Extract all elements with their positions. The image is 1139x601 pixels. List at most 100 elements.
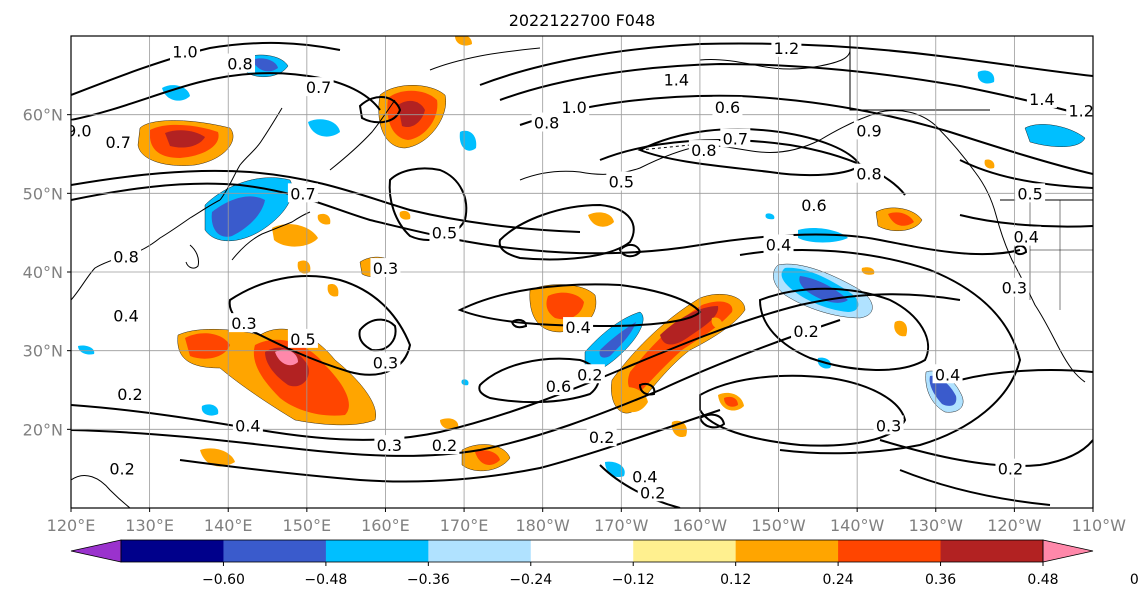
positive-anomaly-region [200, 448, 235, 467]
contour-label-background [637, 482, 668, 502]
contour-label-background [169, 41, 200, 61]
colorbar-extend-low [70, 539, 122, 563]
negative-anomaly-region [308, 119, 340, 137]
negative-anomaly-region [78, 345, 95, 355]
contour-line [498, 203, 635, 261]
contour-label: 0.2 [109, 460, 134, 479]
contour-label-background [606, 171, 637, 191]
contour-label: 0.8 [113, 247, 138, 266]
contour-label-background [287, 328, 318, 348]
contour-label-background [853, 163, 884, 183]
contour-label-background [688, 140, 719, 160]
contour-label-background [932, 364, 963, 384]
contour-label: 0.4 [766, 235, 791, 254]
contour-label-background [798, 195, 829, 215]
map-area: 1.00.80.70.79.00.70.50.30.80.4 0.30.50.30… [66, 35, 1094, 509]
contour-label: 1.0 [172, 43, 197, 62]
contour-label: 0.3 [377, 436, 402, 455]
contour-label-background [574, 364, 605, 384]
negative-anomaly-region [977, 70, 995, 84]
contour-label-background [71, 120, 94, 140]
contour-label-background [1066, 100, 1093, 120]
contour-label-background [228, 313, 259, 333]
contour-label-background [771, 37, 802, 57]
latitude-tick-label: 50°N [23, 184, 63, 203]
contour-label: 0.2 [589, 428, 614, 447]
colorbar-segment [121, 540, 224, 562]
colorbar: −0.60 −0.48 −0.36 −0.24 −0.12 0.12 0.24 0.36 0.4… [70, 539, 1139, 588]
contour-label: 0.3 [373, 353, 398, 372]
contour-label: 0.2 [432, 436, 457, 455]
contour-label: 0.4 [935, 365, 960, 384]
contour-label-background [629, 466, 660, 486]
contour-line [71, 182, 1021, 256]
colorbar-segment [428, 540, 532, 562]
positive-anomaly-region [711, 317, 723, 329]
contour-label: 0.2 [998, 460, 1023, 479]
positive-anomaly-region [327, 284, 339, 297]
contour-label: 9.0 [66, 121, 91, 140]
contour-label-background [114, 383, 145, 403]
contour-label: 0.5 [609, 173, 634, 192]
colorbar-tick-label: 0.36 [925, 572, 956, 588]
siberia-coastline [429, 47, 541, 71]
contour-label: 0.5 [1017, 184, 1042, 203]
longitude-tick-label: 160°W [673, 516, 728, 535]
contour-line [71, 169, 581, 233]
contour-label-background [225, 53, 256, 73]
latitude-tick-label: 30°N [23, 342, 63, 361]
contour-label-background [712, 96, 743, 116]
negative-anomaly-region [162, 85, 190, 101]
asia-coastline [219, 107, 283, 201]
gridlines [71, 36, 1093, 508]
contour-label: 0.4 [1013, 228, 1038, 247]
contour-line [478, 357, 600, 404]
contour-label-background [563, 317, 594, 337]
asia-coastline [71, 199, 221, 301]
latitude-tick-labels: 20°N 30°N 40°N 50°N 60°N [23, 106, 71, 439]
positive-anomaly-core [185, 333, 230, 359]
contour-label: 0.5 [432, 224, 457, 243]
contour-line [758, 287, 930, 371]
contour-label-background [999, 277, 1030, 297]
contour-label: 0.7 [290, 184, 315, 203]
negative-anomaly-core [599, 322, 636, 358]
colorbar-segment [838, 540, 942, 562]
colorbar-tick-label: −0.60 [202, 572, 245, 588]
contour-label: 0.3 [876, 416, 901, 435]
colorbar-segment [530, 540, 634, 562]
contour-label: 1.4 [664, 70, 689, 89]
longitude-tick-label: 120°W [987, 516, 1042, 535]
colorbar-segment [325, 540, 429, 562]
contour-label-background [543, 376, 574, 396]
contour-line [599, 464, 681, 508]
contour-label: 0.7 [723, 129, 748, 148]
contour-label-background [1015, 183, 1046, 203]
colorbar-tick-label: −0.12 [612, 572, 655, 588]
canada-border [849, 36, 990, 111]
contour-line [358, 96, 402, 124]
contour-line [1013, 244, 1028, 256]
colorbar-segment [940, 540, 1044, 562]
negative-anomaly-core [929, 375, 957, 406]
contour-line [388, 167, 468, 241]
contour-label: 0.8 [691, 141, 716, 160]
contour-line [71, 72, 381, 121]
colorbar-tick-label: 0.48 [1027, 572, 1058, 588]
colorbar-tick-label: 0.60 [1130, 572, 1139, 588]
colorbar-tick-label: −0.48 [304, 572, 347, 588]
contour-label: 0.3 [373, 259, 398, 278]
contour-label: 0.4 [235, 416, 260, 435]
contour-label: 0.6 [801, 196, 826, 215]
positive-anomaly-region [861, 267, 875, 275]
positive-anomaly-region [455, 36, 472, 46]
longitude-tick-label: 160°E [361, 516, 410, 535]
longitude-tick-label: 120°E [47, 516, 96, 535]
longitude-tick-label: 170°W [594, 516, 649, 535]
contour-label: 0.4 [113, 306, 138, 325]
colorbar-tick-label: 0.24 [823, 572, 854, 588]
contour-line [71, 319, 841, 457]
contour-line [638, 383, 656, 396]
contour-label-background [995, 458, 1026, 478]
